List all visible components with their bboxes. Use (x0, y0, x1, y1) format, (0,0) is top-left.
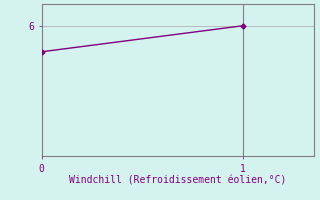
X-axis label: Windchill (Refroidissement éolien,°C): Windchill (Refroidissement éolien,°C) (69, 175, 286, 185)
